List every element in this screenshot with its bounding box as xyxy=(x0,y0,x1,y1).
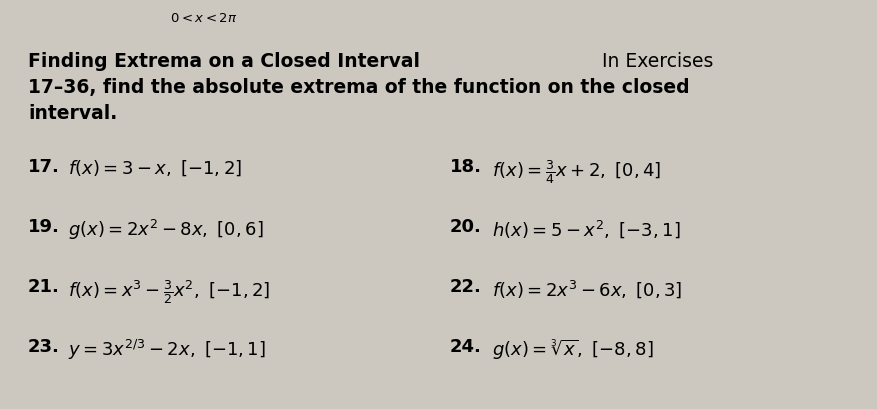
Text: 17.: 17. xyxy=(28,157,60,175)
Text: 18.: 18. xyxy=(450,157,481,175)
Text: Finding Extrema on a Closed Interval: Finding Extrema on a Closed Interval xyxy=(28,52,419,71)
Text: interval.: interval. xyxy=(28,104,118,123)
Text: $f(x) = 2x^3 - 6x,\ [0, 3]$: $f(x) = 2x^3 - 6x,\ [0, 3]$ xyxy=(491,277,681,299)
Text: $h(x) = 5 - x^2,\ [-3, 1]$: $h(x) = 5 - x^2,\ [-3, 1]$ xyxy=(491,218,680,239)
Text: 21.: 21. xyxy=(28,277,60,295)
Text: 22.: 22. xyxy=(450,277,481,295)
Text: 23.: 23. xyxy=(28,337,60,355)
Text: 24.: 24. xyxy=(450,337,481,355)
Text: $g(x) = 2x^2 - 8x,\ [0, 6]$: $g(x) = 2x^2 - 8x,\ [0, 6]$ xyxy=(68,218,263,241)
Text: 19.: 19. xyxy=(28,218,60,236)
Text: 20.: 20. xyxy=(450,218,481,236)
Text: $0 < x < 2\pi$: $0 < x < 2\pi$ xyxy=(170,12,237,25)
Text: $f(x) = 3 - x,\ [-1, 2]$: $f(x) = 3 - x,\ [-1, 2]$ xyxy=(68,157,242,177)
Text: $f(x) = \frac{3}{4}x + 2,\ [0, 4]$: $f(x) = \frac{3}{4}x + 2,\ [0, 4]$ xyxy=(491,157,660,185)
Text: $y = 3x^{2/3} - 2x,\ [-1, 1]$: $y = 3x^{2/3} - 2x,\ [-1, 1]$ xyxy=(68,337,266,361)
Text: $f(x) = x^3 - \frac{3}{2}x^2,\ [-1, 2]$: $f(x) = x^3 - \frac{3}{2}x^2,\ [-1, 2]$ xyxy=(68,277,270,305)
Text: In Exercises: In Exercises xyxy=(602,52,712,71)
Text: $g(x) = \sqrt[3]{x},\ [-8, 8]$: $g(x) = \sqrt[3]{x},\ [-8, 8]$ xyxy=(491,337,652,361)
Text: 17–36, find the absolute extrema of the function on the closed: 17–36, find the absolute extrema of the … xyxy=(28,78,688,97)
